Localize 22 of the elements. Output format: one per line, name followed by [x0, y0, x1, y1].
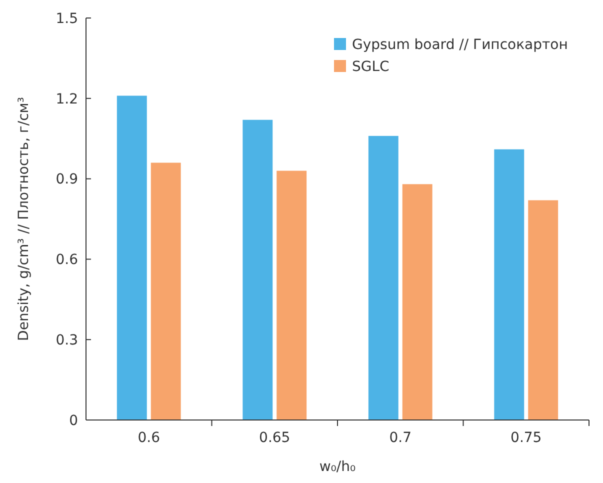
bar	[402, 184, 432, 420]
bar	[276, 170, 307, 420]
x-tick-label: 0.6	[138, 430, 160, 446]
bar	[242, 120, 273, 420]
legend-label: SGLC	[352, 58, 390, 75]
bar	[494, 149, 524, 420]
y-tick-label: 0.3	[56, 332, 78, 348]
y-tick-label: 0.6	[56, 252, 78, 268]
x-tick-label: 0.75	[510, 430, 542, 446]
x-tick-label: 0.7	[389, 430, 412, 446]
y-tick-label: 0	[69, 412, 78, 429]
bar	[116, 96, 147, 420]
y-axis-title: Density, g/cm³ // Плотность, г/см³	[16, 97, 32, 341]
x-axis-title: w₀/h₀	[319, 459, 356, 475]
legend-label: Gypsum board // Гипсокартон	[352, 36, 568, 53]
bar	[368, 136, 398, 420]
x-tick-label: 0.65	[259, 430, 290, 446]
bar	[528, 200, 558, 420]
bar	[150, 162, 181, 420]
y-tick-label: 1.5	[56, 10, 78, 27]
y-tick-label: 0.9	[56, 172, 78, 188]
y-tick-label: 1.2	[56, 91, 78, 108]
